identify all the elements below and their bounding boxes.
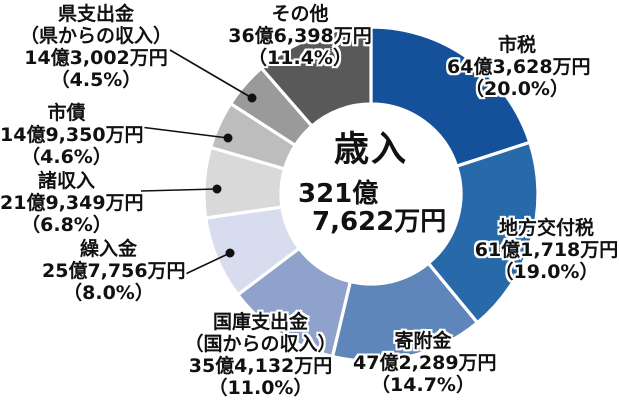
segment-amount: 64億3,628万円 bbox=[447, 56, 591, 78]
segment-sublabel: （県からの収入） bbox=[19, 25, 172, 47]
segment-amount: 14億3,002万円 bbox=[24, 47, 168, 69]
leader-line-misc-income bbox=[140, 188, 218, 192]
leader-dot-city-bonds bbox=[223, 133, 233, 143]
segment-percent: （8.0%） bbox=[63, 282, 154, 304]
segment-label: 県支出金 bbox=[57, 3, 134, 25]
segment-amount: 35億4,132万円 bbox=[188, 355, 333, 377]
segment-label: 市税 bbox=[497, 34, 536, 56]
chart-total-line1: 321億 bbox=[298, 179, 379, 209]
segment-amount: 14億9,350万円 bbox=[0, 124, 144, 146]
leader-line-transfer-fund bbox=[176, 252, 231, 279]
segment-percent: （19.0%） bbox=[494, 261, 599, 283]
label-block-misc-income: 諸収入 21億9,349万円 （6.8%） bbox=[0, 170, 144, 236]
segment-label: 寄附金 bbox=[394, 330, 452, 352]
chart-total-line2: 7,622万円 bbox=[312, 207, 447, 237]
segment-label: 市債 bbox=[47, 102, 86, 124]
segment-amount: 61億1,718万円 bbox=[474, 239, 619, 261]
segment-percent: （6.8%） bbox=[21, 214, 112, 236]
donut-segment-local-allocation-tax bbox=[426, 140, 540, 325]
segment-percent: （20.0%） bbox=[465, 78, 569, 100]
label-block-local-allocation-tax: 地方交付税 61億1,718万円 （19.0%） bbox=[474, 217, 619, 283]
segment-amount: 36億6,398万円 bbox=[228, 25, 372, 47]
label-block-others: その他 36億6,398万円 （11.4%） bbox=[218, 3, 382, 69]
leader-dot-prefectural-funds bbox=[247, 93, 257, 103]
label-block-donations: 寄附金 47億2,289万円 （14.7%） bbox=[353, 330, 497, 396]
segment-percent: （11.4%） bbox=[248, 47, 352, 69]
segment-label: 地方交付税 bbox=[498, 217, 594, 239]
segment-percent: （14.7%） bbox=[371, 374, 475, 396]
leader-dot-transfer-fund bbox=[225, 248, 235, 258]
leader-line-prefectural-funds bbox=[169, 49, 253, 99]
segment-percent: （4.6%） bbox=[21, 146, 112, 168]
chart-center-label: 歳入 321億 7,622万円 bbox=[276, 130, 466, 236]
segment-amount: 47億2,289万円 bbox=[353, 352, 497, 374]
segment-label: 繰入金 bbox=[79, 238, 137, 260]
label-block-prefectural-funds: 県支出金 （県からの収入） 14億3,002万円 （4.5%） bbox=[6, 3, 186, 91]
segment-sublabel: （国からの収入） bbox=[184, 333, 337, 355]
segment-label: 国庫支出金 bbox=[212, 311, 308, 333]
donut-segment-others bbox=[259, 25, 373, 129]
segment-percent: （4.5%） bbox=[50, 69, 142, 91]
label-block-national-treasury: 国庫支出金 （国からの収入） 35億4,132万円 （11.0%） bbox=[168, 311, 353, 399]
donut-segment-city-tax bbox=[369, 25, 532, 169]
leader-dot-misc-income bbox=[212, 184, 222, 194]
chart-total: 321億 7,622万円 bbox=[276, 180, 466, 236]
label-block-city-bonds: 市債 14億9,350万円 （4.6%） bbox=[0, 102, 144, 168]
segment-amount: 25億7,756万円 bbox=[42, 260, 186, 282]
segment-percent: （11.0%） bbox=[208, 377, 313, 399]
label-block-transfer-fund: 繰入金 25億7,756万円 （8.0%） bbox=[42, 238, 186, 304]
segment-label: 諸収入 bbox=[37, 170, 95, 192]
chart-title: 歳入 bbox=[333, 130, 408, 170]
label-block-city-tax: 市税 64億3,628万円 （20.0%） bbox=[447, 34, 591, 100]
leader-line-city-bonds bbox=[139, 126, 229, 139]
segment-amount: 21億9,349万円 bbox=[0, 192, 144, 214]
segment-label: その他 bbox=[271, 3, 329, 25]
